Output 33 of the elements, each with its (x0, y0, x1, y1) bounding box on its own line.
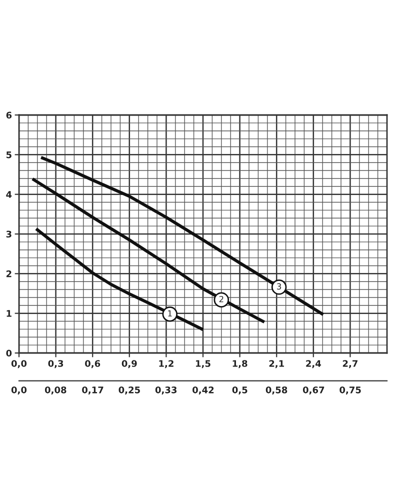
line-series (30, 177, 266, 324)
x-tick-label: 0,0 (11, 360, 27, 368)
y-tick-label: 0 (6, 350, 12, 357)
annotation: 2 (219, 296, 224, 302)
x2-tick-label: 0,33 (155, 386, 177, 394)
x2-tick-label: 0,08 (44, 386, 66, 394)
x2-tick-label: 0,5 (232, 386, 248, 394)
y-tick-label: 4 (6, 191, 12, 198)
x2-tick-label: 0,25 (118, 386, 140, 394)
x-tick-label: 0,9 (122, 360, 137, 368)
x-tick-label: 0,6 (85, 360, 100, 368)
annotation: 3 (277, 283, 282, 290)
line-series (40, 156, 325, 316)
x-tick-label: 2,7 (342, 360, 358, 368)
x-tick-label: 2,4 (306, 360, 321, 368)
x-tick-label: 2,1 (269, 360, 284, 368)
x2-tick-label: 0,17 (82, 386, 104, 394)
x2-tick-label: 0,75 (340, 386, 361, 394)
annotation: 1 (168, 310, 172, 316)
y-tick-label: 5 (6, 152, 12, 158)
x-tick-label: 1,2 (159, 360, 174, 368)
line-series (34, 227, 205, 332)
y-tick-label: 1 (6, 310, 12, 317)
x2-tick-label: 0,0 (11, 386, 27, 394)
x2-tick-label: 0,58 (266, 386, 288, 394)
x2-tick-label: 0,42 (192, 386, 214, 394)
x-tick-label: 1,5 (196, 360, 210, 368)
y-tick-label: 3 (6, 230, 12, 238)
x-tick-label: 0,3 (48, 360, 64, 368)
x-tick-label: 1,8 (232, 360, 248, 368)
x2-tick-label: 0,67 (302, 386, 324, 394)
y-tick-label: 2 (6, 270, 12, 278)
y-tick-label: 6 (6, 112, 12, 119)
